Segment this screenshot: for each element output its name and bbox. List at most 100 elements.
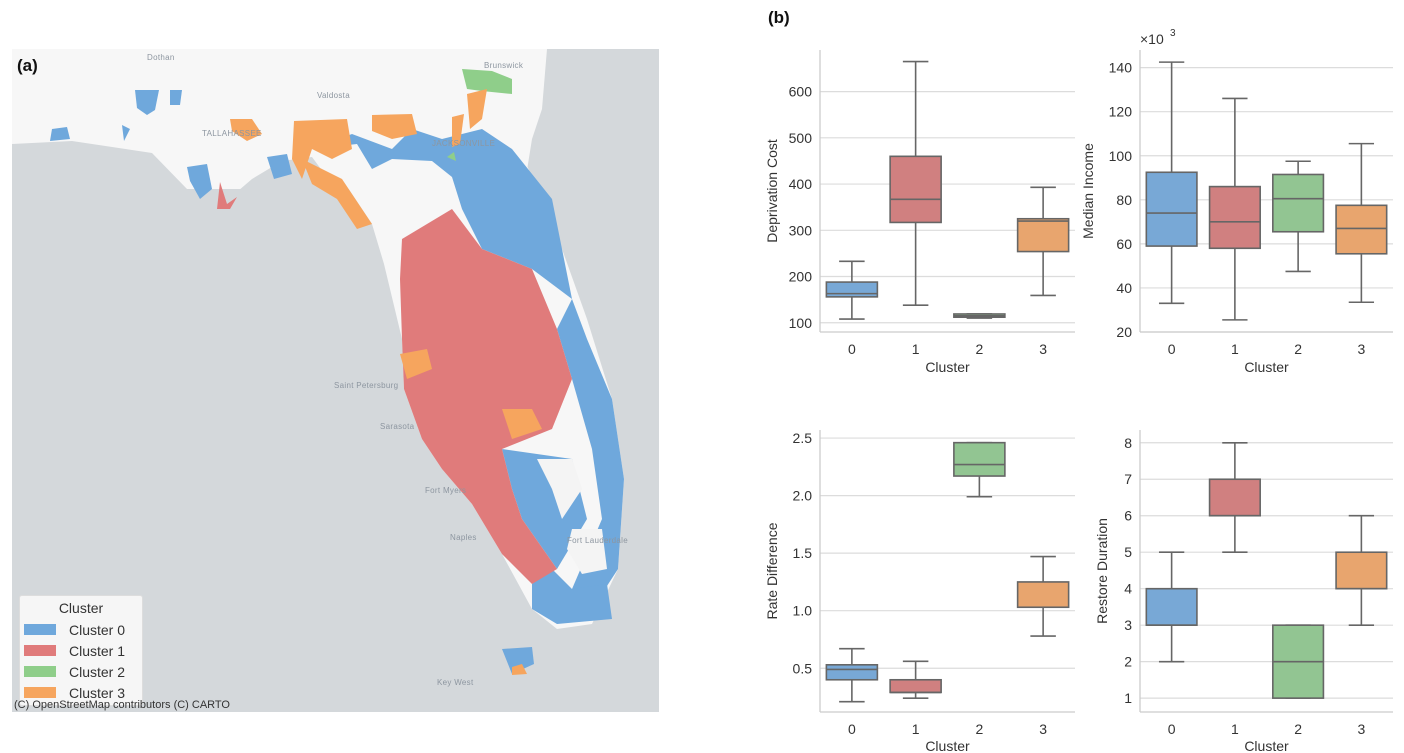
boxplot-panel-restore-duration: 1 2 3 4 5 6 7 8 0 1 2 3 Cluster Restore Duration bbox=[1094, 430, 1393, 753]
x-axis-title: Cluster bbox=[925, 359, 970, 375]
iqr-box bbox=[1145, 587, 1198, 626]
city-label-saint-petersburg: Saint Petersburg bbox=[334, 381, 399, 390]
city-label-brunswick: Brunswick bbox=[484, 61, 524, 70]
box-cluster-0 bbox=[825, 647, 879, 703]
legend-label: Cluster 0 bbox=[69, 621, 126, 638]
y-tick-label: 100 bbox=[789, 315, 813, 331]
legend-label: Cluster 1 bbox=[69, 642, 126, 659]
unclustered-areas bbox=[537, 459, 607, 574]
y-tick-label: 6 bbox=[1124, 508, 1132, 524]
panel-b-label: (b) bbox=[768, 8, 790, 27]
y-tick-label: 2.5 bbox=[793, 430, 813, 446]
box-cluster-3 bbox=[1335, 514, 1388, 626]
box-cluster-0 bbox=[825, 260, 879, 320]
y-tick-label: 140 bbox=[1109, 60, 1133, 76]
y-tick-label: 3 bbox=[1124, 617, 1132, 633]
y-tick-label: 1.0 bbox=[793, 603, 813, 619]
x-tick-label: 3 bbox=[1357, 721, 1365, 737]
x-tick-label: 3 bbox=[1357, 341, 1365, 357]
box-cluster-2 bbox=[953, 441, 1006, 498]
iqr-box bbox=[825, 664, 879, 681]
legend-swatch bbox=[24, 666, 56, 677]
box-cluster-2 bbox=[1272, 624, 1325, 699]
iqr-box bbox=[889, 678, 942, 694]
boxplot-panel-rate-difference: 0.5 1.0 1.5 2.0 2.5 0 1 2 3 Cluster Rate Differenc… bbox=[764, 430, 1075, 753]
y-tick-label: 20 bbox=[1116, 324, 1132, 340]
x-tick-label: 0 bbox=[1168, 721, 1176, 737]
boxplot-panel-median-income: 20 40 60 80 100 120 140 0 1 2 3 Cluster Median Incom… bbox=[1080, 28, 1393, 375]
x-axis-title: Cluster bbox=[925, 738, 970, 753]
map-attribution: (C) OpenStreetMap contributors (C) CARTO bbox=[14, 699, 230, 711]
x-tick-label: 2 bbox=[975, 721, 983, 737]
x-tick-label: 1 bbox=[912, 341, 920, 357]
map-legend: Cluster Cluster 0 Cluster 1 Cluster 2 Cl… bbox=[19, 595, 143, 706]
y-tick-label: 500 bbox=[789, 130, 813, 146]
y-tick-label: 2.0 bbox=[793, 488, 813, 504]
legend-label: Cluster 3 bbox=[69, 684, 126, 701]
y-tick-label: 600 bbox=[789, 84, 813, 100]
boxplot-panel-deprivation-cost: 100 200 300 400 500 600 0 1 2 3 Cluster Deprivation… bbox=[764, 50, 1075, 375]
iqr-box bbox=[1016, 581, 1070, 609]
x-tick-label: 0 bbox=[848, 721, 856, 737]
y-tick-label: 0.5 bbox=[793, 660, 813, 676]
x-tick-label: 1 bbox=[1231, 721, 1239, 737]
city-label-tallahassee: TALLAHASSEE bbox=[202, 129, 262, 138]
city-label-dothan: Dothan bbox=[147, 53, 175, 62]
box-cluster-1 bbox=[889, 660, 942, 699]
x-tick-label: 0 bbox=[848, 341, 856, 357]
iqr-box bbox=[953, 441, 1006, 477]
iqr-box bbox=[1335, 204, 1388, 255]
x-axis-title: Cluster bbox=[1244, 359, 1289, 375]
map-canvas bbox=[12, 49, 624, 675]
florida-cluster-map: Dothan Brunswick Valdosta TALLAHASSEE JA… bbox=[12, 49, 659, 712]
y-tick-label: 200 bbox=[789, 269, 813, 285]
city-label-fort-lauderdale: Fort Lauderdale bbox=[567, 536, 628, 545]
x-tick-label: 1 bbox=[912, 721, 920, 737]
city-label-sarasota: Sarasota bbox=[380, 422, 415, 431]
y-axis-title: Deprivation Cost bbox=[764, 139, 780, 243]
y-axis-title: Rate Difference bbox=[764, 522, 780, 619]
y-axis-multiplier: ×10 bbox=[1140, 31, 1164, 47]
y-tick-label: 300 bbox=[789, 222, 813, 238]
city-label-fort-myers: Fort Myers bbox=[425, 486, 467, 495]
legend-label: Cluster 2 bbox=[69, 663, 126, 680]
legend-item-cluster-2: Cluster 2 bbox=[20, 661, 142, 682]
city-label-valdosta: Valdosta bbox=[317, 91, 350, 100]
legend-item-cluster-0: Cluster 0 bbox=[20, 619, 142, 640]
legend-swatch bbox=[24, 624, 56, 635]
legend-swatch bbox=[24, 645, 56, 656]
x-tick-label: 2 bbox=[1294, 341, 1302, 357]
box-cluster-0 bbox=[1145, 61, 1198, 305]
y-axis-multiplier-exponent: 3 bbox=[1170, 28, 1176, 39]
box-cluster-1 bbox=[1208, 97, 1261, 321]
y-tick-label: 40 bbox=[1116, 280, 1132, 296]
legend-item-cluster-3: Cluster 3 bbox=[20, 682, 142, 703]
x-tick-label: 2 bbox=[1294, 721, 1302, 737]
panel-a-label: (a) bbox=[17, 56, 38, 75]
iqr-box bbox=[1016, 217, 1070, 253]
box-cluster-1 bbox=[1208, 441, 1261, 554]
y-tick-label: 2 bbox=[1124, 654, 1132, 670]
iqr-box bbox=[1335, 551, 1388, 590]
y-tick-label: 1 bbox=[1124, 690, 1132, 706]
iqr-box bbox=[1272, 173, 1325, 233]
iqr-box bbox=[1145, 171, 1198, 247]
legend-title: Cluster bbox=[58, 600, 104, 616]
iqr-box bbox=[889, 155, 942, 224]
y-axis-title: Restore Duration bbox=[1094, 518, 1110, 624]
y-tick-label: 8 bbox=[1124, 435, 1132, 451]
water-gulf bbox=[12, 141, 387, 449]
y-tick-label: 1.5 bbox=[793, 545, 813, 561]
iqr-box bbox=[1208, 478, 1261, 517]
x-tick-label: 3 bbox=[1039, 721, 1047, 737]
cluster-2-regions bbox=[447, 69, 512, 161]
x-tick-label: 1 bbox=[1231, 341, 1239, 357]
y-tick-label: 120 bbox=[1109, 104, 1133, 120]
box-cluster-0 bbox=[1145, 551, 1198, 663]
box-cluster-2 bbox=[953, 313, 1006, 319]
x-tick-label: 0 bbox=[1168, 341, 1176, 357]
x-tick-label: 2 bbox=[975, 341, 983, 357]
y-axis-title: Median Income bbox=[1080, 143, 1096, 239]
y-tick-label: 100 bbox=[1109, 148, 1133, 164]
box-cluster-3 bbox=[1016, 555, 1070, 637]
